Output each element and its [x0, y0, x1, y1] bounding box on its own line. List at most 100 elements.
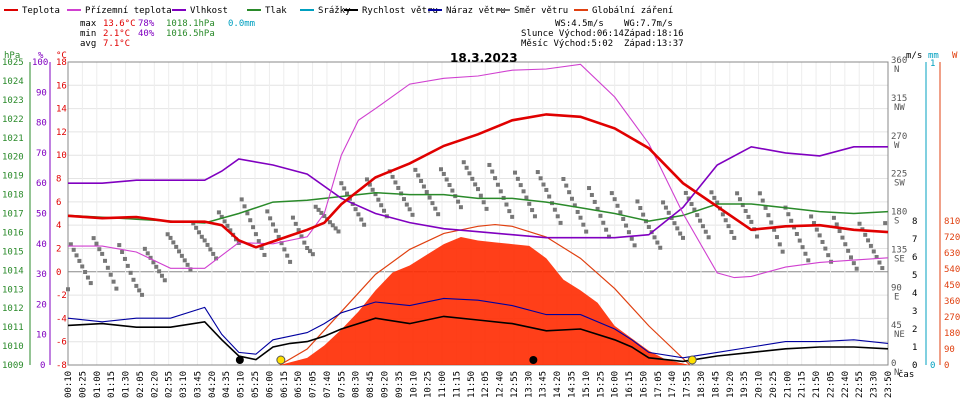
pct-tick-label: 30	[36, 270, 47, 280]
x-tick-label: 02:55	[165, 371, 175, 398]
wind-direction-dot	[857, 221, 862, 226]
x-tick-label: 01:30	[122, 371, 132, 398]
wind-direction-dot	[88, 281, 93, 286]
wind-direction-dot	[746, 214, 751, 219]
wind-direction-dot	[313, 204, 318, 209]
wind-direction-dot	[296, 228, 301, 233]
wind-direction-dot	[606, 234, 611, 239]
x-tick-label: 22:55	[855, 371, 865, 398]
wind-direction-dot	[760, 198, 765, 203]
wind-direction-dot	[532, 214, 537, 219]
wind-direction-dot	[464, 165, 469, 170]
wind-direction-dot	[285, 253, 290, 258]
wind-direction-dot	[251, 225, 256, 230]
wind-direction-dot	[316, 207, 321, 212]
wind-direction-dot	[245, 211, 250, 216]
wind-direction-dot	[100, 251, 105, 256]
wind-direction-dot	[794, 231, 799, 236]
wind-direction-dot	[71, 247, 76, 252]
temp-tick-label: 12	[56, 128, 67, 138]
wind-direction-dot	[336, 229, 341, 234]
w-tick-label: 540	[944, 265, 960, 275]
wind-direction-dot	[199, 234, 204, 239]
wind-direction-dot	[530, 208, 535, 213]
moon-rise-marker	[235, 356, 244, 364]
wind-direction-dot	[866, 238, 871, 243]
wind-direction-dot	[253, 232, 258, 237]
wind-direction-dot	[288, 259, 293, 264]
w-tick-label: 0	[944, 361, 949, 371]
wind-direction-dot	[831, 215, 836, 220]
legend-label: Rychlost větru	[362, 6, 438, 16]
wind-direction-dot	[142, 246, 147, 251]
wind-direction-dot	[421, 184, 426, 189]
wind-direction-dot	[362, 222, 367, 227]
wind-direction-dot	[877, 260, 882, 265]
wind-direction-dot	[239, 197, 244, 202]
wind-direction-dot	[863, 232, 868, 237]
x-tick-label: 06:00	[265, 371, 275, 398]
hpa-tick-label: 1012	[2, 304, 24, 314]
wind-direction-dot	[103, 258, 108, 263]
wind-direction-dot	[803, 251, 808, 256]
wind-direction-dot	[740, 203, 745, 208]
wind-direction-dot	[666, 210, 671, 215]
wind-direction-dot	[265, 209, 270, 214]
wind-direction-dot	[302, 240, 307, 245]
x-tick-label: 20:25	[769, 371, 779, 398]
wind-direction-dot	[675, 226, 680, 231]
legend-label: Tlak	[265, 6, 287, 16]
wind-direction-dot	[681, 235, 685, 240]
hpa-tick-label: 1014	[2, 266, 24, 276]
hpa-tick-label: 1019	[2, 172, 24, 182]
ms-tick-label: 4	[912, 289, 917, 299]
wind-direction-dot	[66, 287, 70, 292]
pct-tick-label: 100	[32, 58, 48, 68]
x-tick-label: 18:45	[711, 371, 721, 398]
wind-direction-dot	[476, 187, 480, 192]
stats-row-label: max	[80, 19, 97, 29]
ms-tick-label: 0	[912, 361, 917, 371]
wind-direction-dot	[310, 252, 315, 257]
wind-direction-dot	[535, 170, 540, 175]
wind-direction-dot	[735, 191, 740, 196]
stats-temp: 13.6°C	[103, 19, 136, 29]
x-tick-label: 03:10	[179, 371, 189, 398]
wind-direction-dot	[510, 214, 515, 219]
wind-direction-dot	[572, 203, 577, 208]
wind-direction-dot	[706, 235, 711, 240]
temp-tick-label: 16	[56, 81, 67, 91]
wind-direction-dot	[427, 195, 432, 200]
wind-direction-dot	[390, 174, 395, 179]
wind-direction-dot	[689, 202, 694, 207]
x-tick-label: 00:10	[64, 371, 74, 398]
w-tick-label: 180	[944, 329, 960, 339]
x-tick-label: 07:55	[337, 371, 347, 398]
direction-name-label: N	[894, 368, 899, 378]
pct-tick-label: 10	[36, 331, 47, 341]
wind-direction-dot	[433, 206, 438, 211]
x-tick-label: 02:20	[150, 371, 160, 398]
moon-set-marker	[529, 356, 538, 364]
wind-direction-dot	[672, 221, 677, 226]
wind-direction-dot	[225, 223, 230, 228]
wind-direction-dot	[581, 222, 586, 227]
series-vlhkost	[68, 145, 888, 239]
hpa-tick-label: 1010	[2, 342, 24, 352]
direction-tick-label: 45	[891, 321, 902, 331]
sun-rise-marker	[276, 355, 286, 365]
hpa-tick-label: 1023	[2, 96, 24, 106]
wind-direction-dot	[598, 213, 603, 218]
wind-direction-dot	[629, 236, 634, 241]
x-tick-label: 21:00	[783, 371, 793, 398]
wind-direction-dot	[646, 224, 651, 229]
wind-direction-dot	[763, 205, 768, 210]
wind-direction-dot	[410, 212, 415, 217]
stats-row-label: min	[80, 29, 96, 39]
direction-name-label: NW	[894, 103, 905, 113]
wind-direction-dot	[214, 256, 219, 261]
x-tick-label: 17:55	[683, 371, 693, 398]
wind-direction-dot	[513, 170, 518, 175]
x-tick-label: 16:15	[625, 371, 635, 398]
wind-direction-dot	[587, 186, 592, 191]
